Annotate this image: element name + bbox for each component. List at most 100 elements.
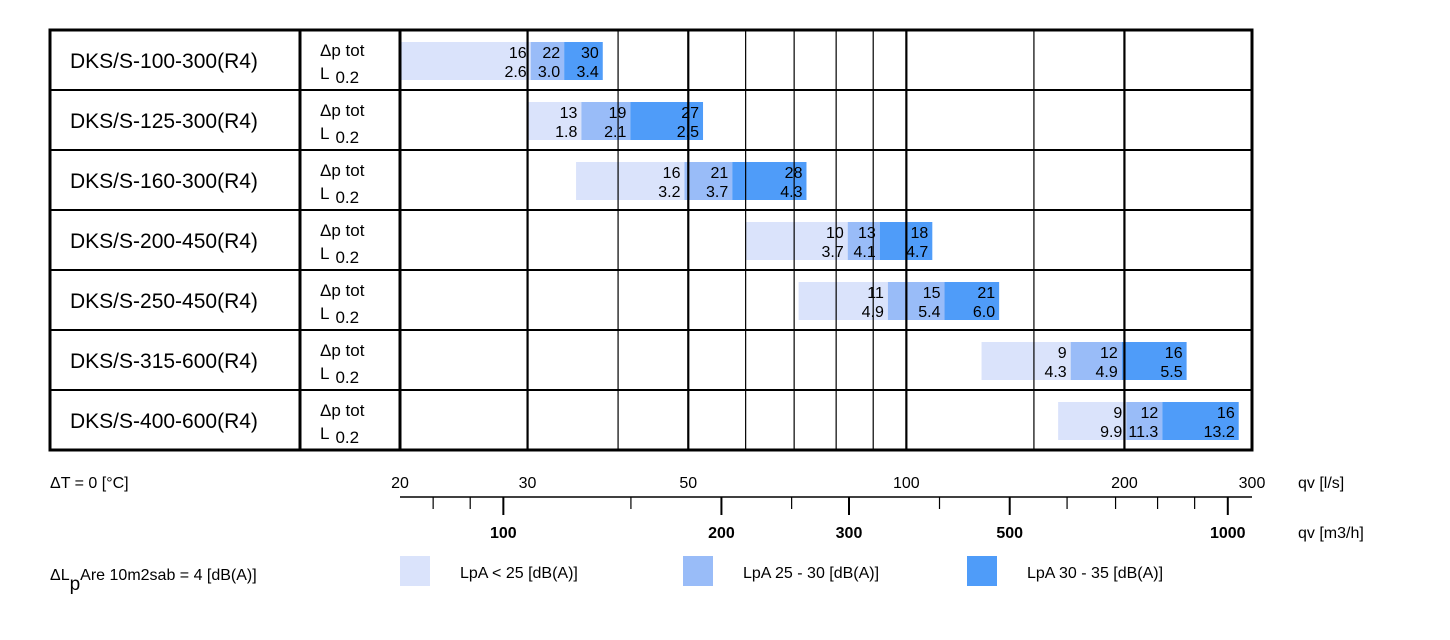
value-top-row2-seg1: 13 <box>560 105 578 122</box>
pressure-label-row4: Δp tot <box>320 221 365 240</box>
tick-m3h-300: 300 <box>836 525 863 542</box>
value-top-row1-seg1: 16 <box>509 45 527 62</box>
tick-ls-30: 30 <box>519 475 537 492</box>
value-bottom-row6-seg2: 4.9 <box>1095 364 1117 381</box>
bar-row3-seg2 <box>684 162 733 200</box>
value-top-row5-seg1: 11 <box>867 285 884 302</box>
length-label-row1: L 0.2 <box>320 64 359 87</box>
attenuation-note: ΔLpAre 10m2sab = 4 [dB(A)] <box>50 567 257 595</box>
value-bottom-row7-seg3: 13.2 <box>1204 424 1235 441</box>
tick-m3h-200: 200 <box>708 525 735 542</box>
value-top-row4-seg2: 13 <box>858 225 876 242</box>
value-top-row7-seg2: 12 <box>1141 405 1159 422</box>
value-bottom-row2-seg3: 2.5 <box>677 124 699 141</box>
length-label-row4: L 0.2 <box>320 244 359 267</box>
value-top-row7-seg1: 9 <box>1113 405 1122 422</box>
value-bottom-row3-seg2: 3.7 <box>706 184 728 201</box>
value-top-row6-seg2: 12 <box>1100 345 1118 362</box>
bar-row5-seg3 <box>944 282 1000 320</box>
tick-m3h-500: 500 <box>996 525 1023 542</box>
tick-ls-100: 100 <box>893 475 920 492</box>
value-top-row4-seg3: 18 <box>911 225 929 242</box>
model-label-row5: DKS/S-250-450(R4) <box>70 290 258 313</box>
value-top-row2-seg3: 27 <box>681 105 699 122</box>
value-bottom-row3-seg3: 4.3 <box>780 184 802 201</box>
legend-swatch-3 <box>967 556 997 586</box>
value-bottom-row5-seg2: 5.4 <box>918 304 940 321</box>
bar-row2-seg1 <box>527 102 582 140</box>
pressure-label-row3: Δp tot <box>320 161 365 180</box>
value-top-row4-seg1: 10 <box>826 225 844 242</box>
pressure-label-row6: Δp tot <box>320 341 365 360</box>
value-bottom-row4-seg2: 4.1 <box>854 244 876 261</box>
value-top-row7-seg3: 16 <box>1217 405 1235 422</box>
model-label-row4: DKS/S-200-450(R4) <box>70 230 258 253</box>
tick-ls-300: 300 <box>1239 475 1266 492</box>
bar-row6-seg1 <box>981 342 1071 380</box>
value-top-row5-seg3: 21 <box>977 285 995 302</box>
axis-unit-ls: qv [l/s] <box>1298 475 1344 492</box>
value-top-row6-seg3: 16 <box>1165 345 1183 362</box>
tick-ls-50: 50 <box>679 475 697 492</box>
bar-row2-seg2 <box>581 102 631 140</box>
value-bottom-row4-seg3: 4.7 <box>906 244 928 261</box>
value-bottom-row5-seg3: 6.0 <box>973 304 995 321</box>
value-bottom-row1-seg1: 2.6 <box>504 64 526 81</box>
model-label-row7: DKS/S-400-600(R4) <box>70 410 258 433</box>
length-label-row5: L 0.2 <box>320 304 359 327</box>
bar-row2-seg3 <box>630 102 704 140</box>
value-top-row3-seg3: 28 <box>785 165 803 182</box>
value-bottom-row6-seg3: 5.5 <box>1160 364 1182 381</box>
value-top-row6-seg1: 9 <box>1058 345 1067 362</box>
bar-row3-seg1 <box>576 162 685 200</box>
legend-label-2: LpA 25 - 30 [dB(A)] <box>743 565 879 582</box>
tick-m3h-1000: 1000 <box>1210 525 1246 542</box>
bar-row1-seg3 <box>564 42 603 80</box>
value-top-row2-seg2: 19 <box>609 105 627 122</box>
value-bottom-row3-seg1: 3.2 <box>658 184 680 201</box>
legend-label-1: LpA < 25 [dB(A)] <box>460 565 578 582</box>
value-top-row5-seg2: 15 <box>923 285 941 302</box>
value-top-row1-seg3: 30 <box>581 45 599 62</box>
value-top-row3-seg1: 16 <box>663 165 681 182</box>
value-bottom-row6-seg1: 4.3 <box>1044 364 1066 381</box>
bar-row6-seg2 <box>1070 342 1122 380</box>
bar-row1-seg2 <box>530 42 565 80</box>
pressure-label-row7: Δp tot <box>320 401 365 420</box>
pressure-label-row5: Δp tot <box>320 281 365 300</box>
length-label-row3: L 0.2 <box>320 184 359 207</box>
pressure-label-row2: Δp tot <box>320 101 365 120</box>
value-bottom-row7-seg2: 11.3 <box>1128 424 1158 441</box>
model-label-row3: DKS/S-160-300(R4) <box>70 170 258 193</box>
bar-row7-seg3 <box>1162 402 1239 440</box>
bar-row7-seg1 <box>1058 402 1127 440</box>
value-bottom-row2-seg2: 2.1 <box>604 124 626 141</box>
value-bottom-row4-seg1: 3.7 <box>821 244 843 261</box>
value-bottom-row7-seg1: 9.9 <box>1100 424 1122 441</box>
bar-row4-seg1 <box>745 222 848 260</box>
value-bottom-row5-seg1: 4.9 <box>862 304 884 321</box>
bar-row6-seg3 <box>1121 342 1187 380</box>
length-label-row6: L 0.2 <box>320 364 359 387</box>
value-top-row1-seg2: 22 <box>542 45 560 62</box>
bar-row5-seg2 <box>887 282 945 320</box>
bar-row1-seg1 <box>400 42 531 80</box>
model-label-row6: DKS/S-315-600(R4) <box>70 350 258 373</box>
legend-label-3: LpA 30 - 35 [dB(A)] <box>1027 565 1163 582</box>
value-bottom-row1-seg3: 3.4 <box>577 64 599 81</box>
tick-ls-20: 20 <box>391 475 409 492</box>
tick-m3h-100: 100 <box>490 525 517 542</box>
value-top-row3-seg2: 21 <box>710 165 728 182</box>
pressure-label-row1: Δp tot <box>320 41 365 60</box>
model-label-row1: DKS/S-100-300(R4) <box>70 50 258 73</box>
tick-ls-200: 200 <box>1111 475 1138 492</box>
value-bottom-row2-seg1: 1.8 <box>555 124 577 141</box>
axis-unit-m3h: qv [m3/h] <box>1298 525 1364 542</box>
temperature-note: ΔT = 0 [°C] <box>50 475 129 492</box>
table-border <box>48 28 1254 452</box>
value-bottom-row1-seg2: 3.0 <box>538 64 560 81</box>
legend-swatch-1 <box>400 556 430 586</box>
bar-row4-seg2 <box>847 222 880 260</box>
legend-swatch-2 <box>683 556 713 586</box>
length-label-row7: L 0.2 <box>320 424 359 447</box>
